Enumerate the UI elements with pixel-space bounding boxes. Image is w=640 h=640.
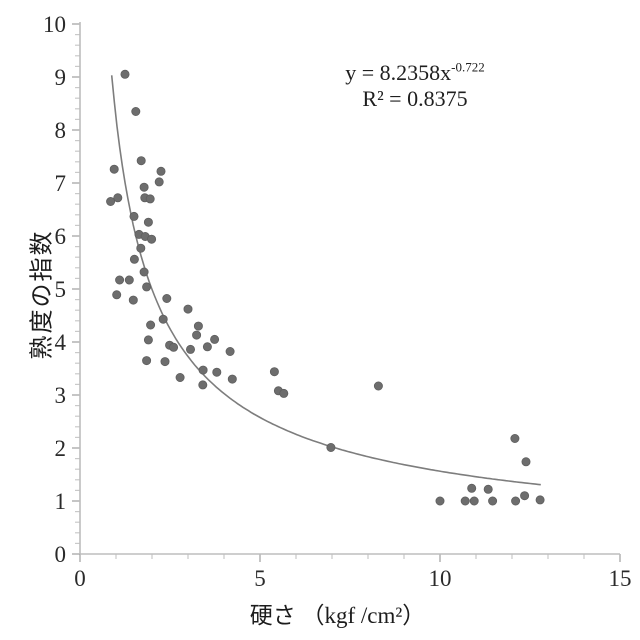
y-tick-label: 7 [55,171,67,196]
data-points [106,69,545,506]
data-point [227,374,237,384]
data-point [162,293,172,303]
data-point [156,166,166,176]
y-tick-label: 0 [55,542,67,567]
equation-base: y = 8.2358x [345,60,452,85]
data-point [106,196,116,206]
data-point [154,177,164,187]
data-point [198,380,208,390]
y-tick-label: 2 [55,436,67,461]
data-point [169,342,179,352]
data-point [193,321,203,331]
data-point [131,107,141,117]
data-point [192,330,202,340]
data-point [139,267,149,277]
data-point [146,320,156,330]
data-point [521,457,531,467]
data-point [145,194,155,204]
data-point [143,217,153,227]
trendline-equation: y = 8.2358x-0.722 R² = 0.8375 [300,60,530,113]
data-point [488,496,498,506]
data-point [113,193,123,203]
data-point [139,182,149,192]
x-tick-label: 15 [609,566,632,591]
data-point [158,314,168,324]
data-point [373,381,383,391]
data-point [210,334,220,344]
y-tick-label: 6 [55,224,67,249]
data-point [202,342,212,352]
x-tick-label: 0 [74,566,86,591]
data-point [124,275,134,285]
data-point [129,211,139,221]
data-point [175,372,185,382]
data-point [185,344,195,354]
data-point [109,164,119,174]
data-point [435,496,445,506]
r-squared: R² = 0.8375 [362,86,468,112]
data-point [269,367,279,377]
equation-exponent: -0.722 [451,59,485,75]
data-point [225,346,235,356]
data-point [142,356,152,366]
y-tick-label: 3 [55,383,67,408]
data-point [279,388,289,398]
data-point [520,491,530,501]
data-point [469,496,479,506]
y-axis-title: 熟度の指数 [29,229,56,360]
data-point [115,275,125,285]
data-point [136,156,146,166]
y-tick-label: 10 [43,12,66,37]
data-point [147,234,157,244]
y-tick-label: 5 [55,277,67,302]
data-point [142,282,152,292]
x-tick-label: 5 [254,566,266,591]
y-tick-label: 8 [55,118,67,143]
trend-line [110,75,541,486]
axis-ticks [72,23,621,562]
tick-labels: 0 1 2 3 4 5 6 7 8 9 10 0 5 10 15 [43,12,632,591]
data-point [183,304,193,314]
y-tick-label: 9 [55,65,67,90]
data-point [326,442,336,452]
data-point [112,290,122,300]
y-tick-label: 1 [55,489,67,514]
y-tick-label: 4 [55,330,67,355]
data-point [460,496,470,506]
data-point [535,495,545,505]
x-tick-label: 10 [429,566,452,591]
data-point [467,483,477,493]
axis-lines [79,22,620,555]
data-point [120,69,130,79]
x-axis-title: 硬さ （kgf /cm²） [249,603,426,628]
data-point [511,496,521,506]
data-point [212,367,222,377]
data-point [510,433,520,443]
data-point [198,365,208,375]
data-point [136,243,146,253]
equation-line: y = 8.2358x-0.722 [300,60,530,86]
data-point [143,335,153,345]
data-point [128,295,138,305]
data-point [483,484,493,494]
data-point [129,254,139,264]
data-point [160,357,170,367]
